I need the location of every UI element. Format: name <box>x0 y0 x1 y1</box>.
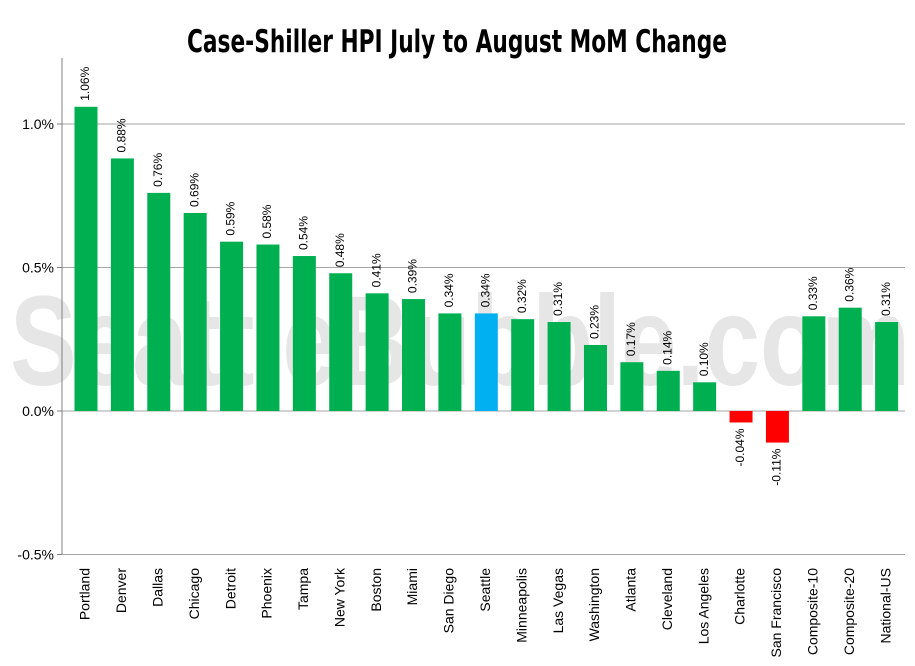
bar <box>474 313 498 411</box>
bar <box>583 344 607 411</box>
data-label: 0.76% <box>151 153 165 187</box>
x-tick-label: Detroit <box>222 568 238 609</box>
bar <box>511 319 535 411</box>
data-label: 0.23% <box>588 305 602 339</box>
y-axis-ticks: 1.0% 0.5% 0.0% -0.5% <box>17 58 63 563</box>
data-label: -0.11% <box>770 448 784 485</box>
bar <box>74 106 98 411</box>
data-label: 0.88% <box>115 118 129 152</box>
data-label: 0.17% <box>624 322 638 356</box>
data-label: -0.04% <box>733 428 747 466</box>
bar <box>402 299 426 411</box>
x-tick-label: Los Angeles <box>695 568 711 644</box>
data-label: 0.59% <box>224 201 238 235</box>
x-tick-label: Miami <box>404 568 420 605</box>
data-label: 0.14% <box>660 330 674 364</box>
chart-title: Case-Shiller HPI July to August MoM Chan… <box>187 24 727 60</box>
x-tick-label: San Diego <box>441 568 457 634</box>
x-tick-label: National-US <box>877 568 893 643</box>
x-tick-label: Denver <box>113 568 129 613</box>
data-labels: 1.06% 0.88% 0.76% 0.69% 0.59% 0.58% 0.54% 0.48%… <box>78 66 893 485</box>
data-label: 0.32% <box>515 279 529 313</box>
x-tick-label: New York <box>331 567 347 627</box>
data-label: 0.34% <box>442 273 456 307</box>
bar <box>183 212 207 411</box>
bar <box>438 313 462 411</box>
bar <box>765 411 789 443</box>
bar <box>693 382 717 411</box>
bar <box>147 192 171 411</box>
x-tick-label: San Francisco <box>768 568 784 658</box>
data-label: 0.41% <box>369 253 383 287</box>
x-tick-label: Chicago <box>186 568 202 620</box>
x-tick-label: Composite-20 <box>841 568 857 655</box>
bar <box>620 362 644 411</box>
x-tick-label: Portland <box>77 568 93 620</box>
bars <box>74 106 899 443</box>
bar <box>838 307 862 411</box>
data-label: 1.06% <box>78 66 92 100</box>
bar <box>365 293 389 411</box>
x-tick-label: Cleveland <box>659 568 675 630</box>
data-label: 0.54% <box>297 216 311 250</box>
y-tick-label: 0.0% <box>22 403 54 419</box>
bar <box>875 322 899 411</box>
x-tick-label: Seattle <box>477 568 493 612</box>
bar <box>220 241 244 411</box>
y-tick-label: 0.5% <box>22 260 54 276</box>
data-label: 0.48% <box>333 233 347 267</box>
data-label: 0.36% <box>842 267 856 301</box>
data-label: 0.58% <box>260 204 274 238</box>
bar <box>656 370 680 411</box>
bar <box>256 244 280 411</box>
data-label: 0.69% <box>187 173 201 207</box>
x-tick-label: Phoenix <box>259 568 275 619</box>
bar <box>110 158 134 411</box>
x-tick-label: Charlotte <box>732 568 748 625</box>
x-tick-label: Minneapolis <box>513 568 529 643</box>
x-tick-label: Tampa <box>295 568 311 610</box>
x-axis-ticks: Portland Denver Dallas Chicago Detroit Phoeni… <box>77 567 894 657</box>
data-label: 0.10% <box>697 342 711 376</box>
x-tick-label: Composite-10 <box>805 568 821 655</box>
x-tick-label: Boston <box>368 568 384 612</box>
bar <box>329 273 353 411</box>
bar <box>802 316 826 411</box>
data-label: 0.31% <box>551 282 565 316</box>
x-tick-label: Washington <box>586 568 602 641</box>
data-label: 0.39% <box>406 259 420 293</box>
data-label: 0.31% <box>879 282 893 316</box>
data-label: 0.34% <box>478 273 492 307</box>
x-tick-label: Dallas <box>149 568 165 607</box>
bar <box>292 256 316 411</box>
y-tick-label: -0.5% <box>17 547 54 563</box>
data-label: 0.33% <box>806 276 820 310</box>
bar <box>547 322 571 411</box>
bar <box>729 411 753 423</box>
y-tick-label: 1.0% <box>22 116 54 132</box>
x-tick-label: Las Vegas <box>550 568 566 633</box>
x-tick-label: Atlanta <box>623 568 639 612</box>
